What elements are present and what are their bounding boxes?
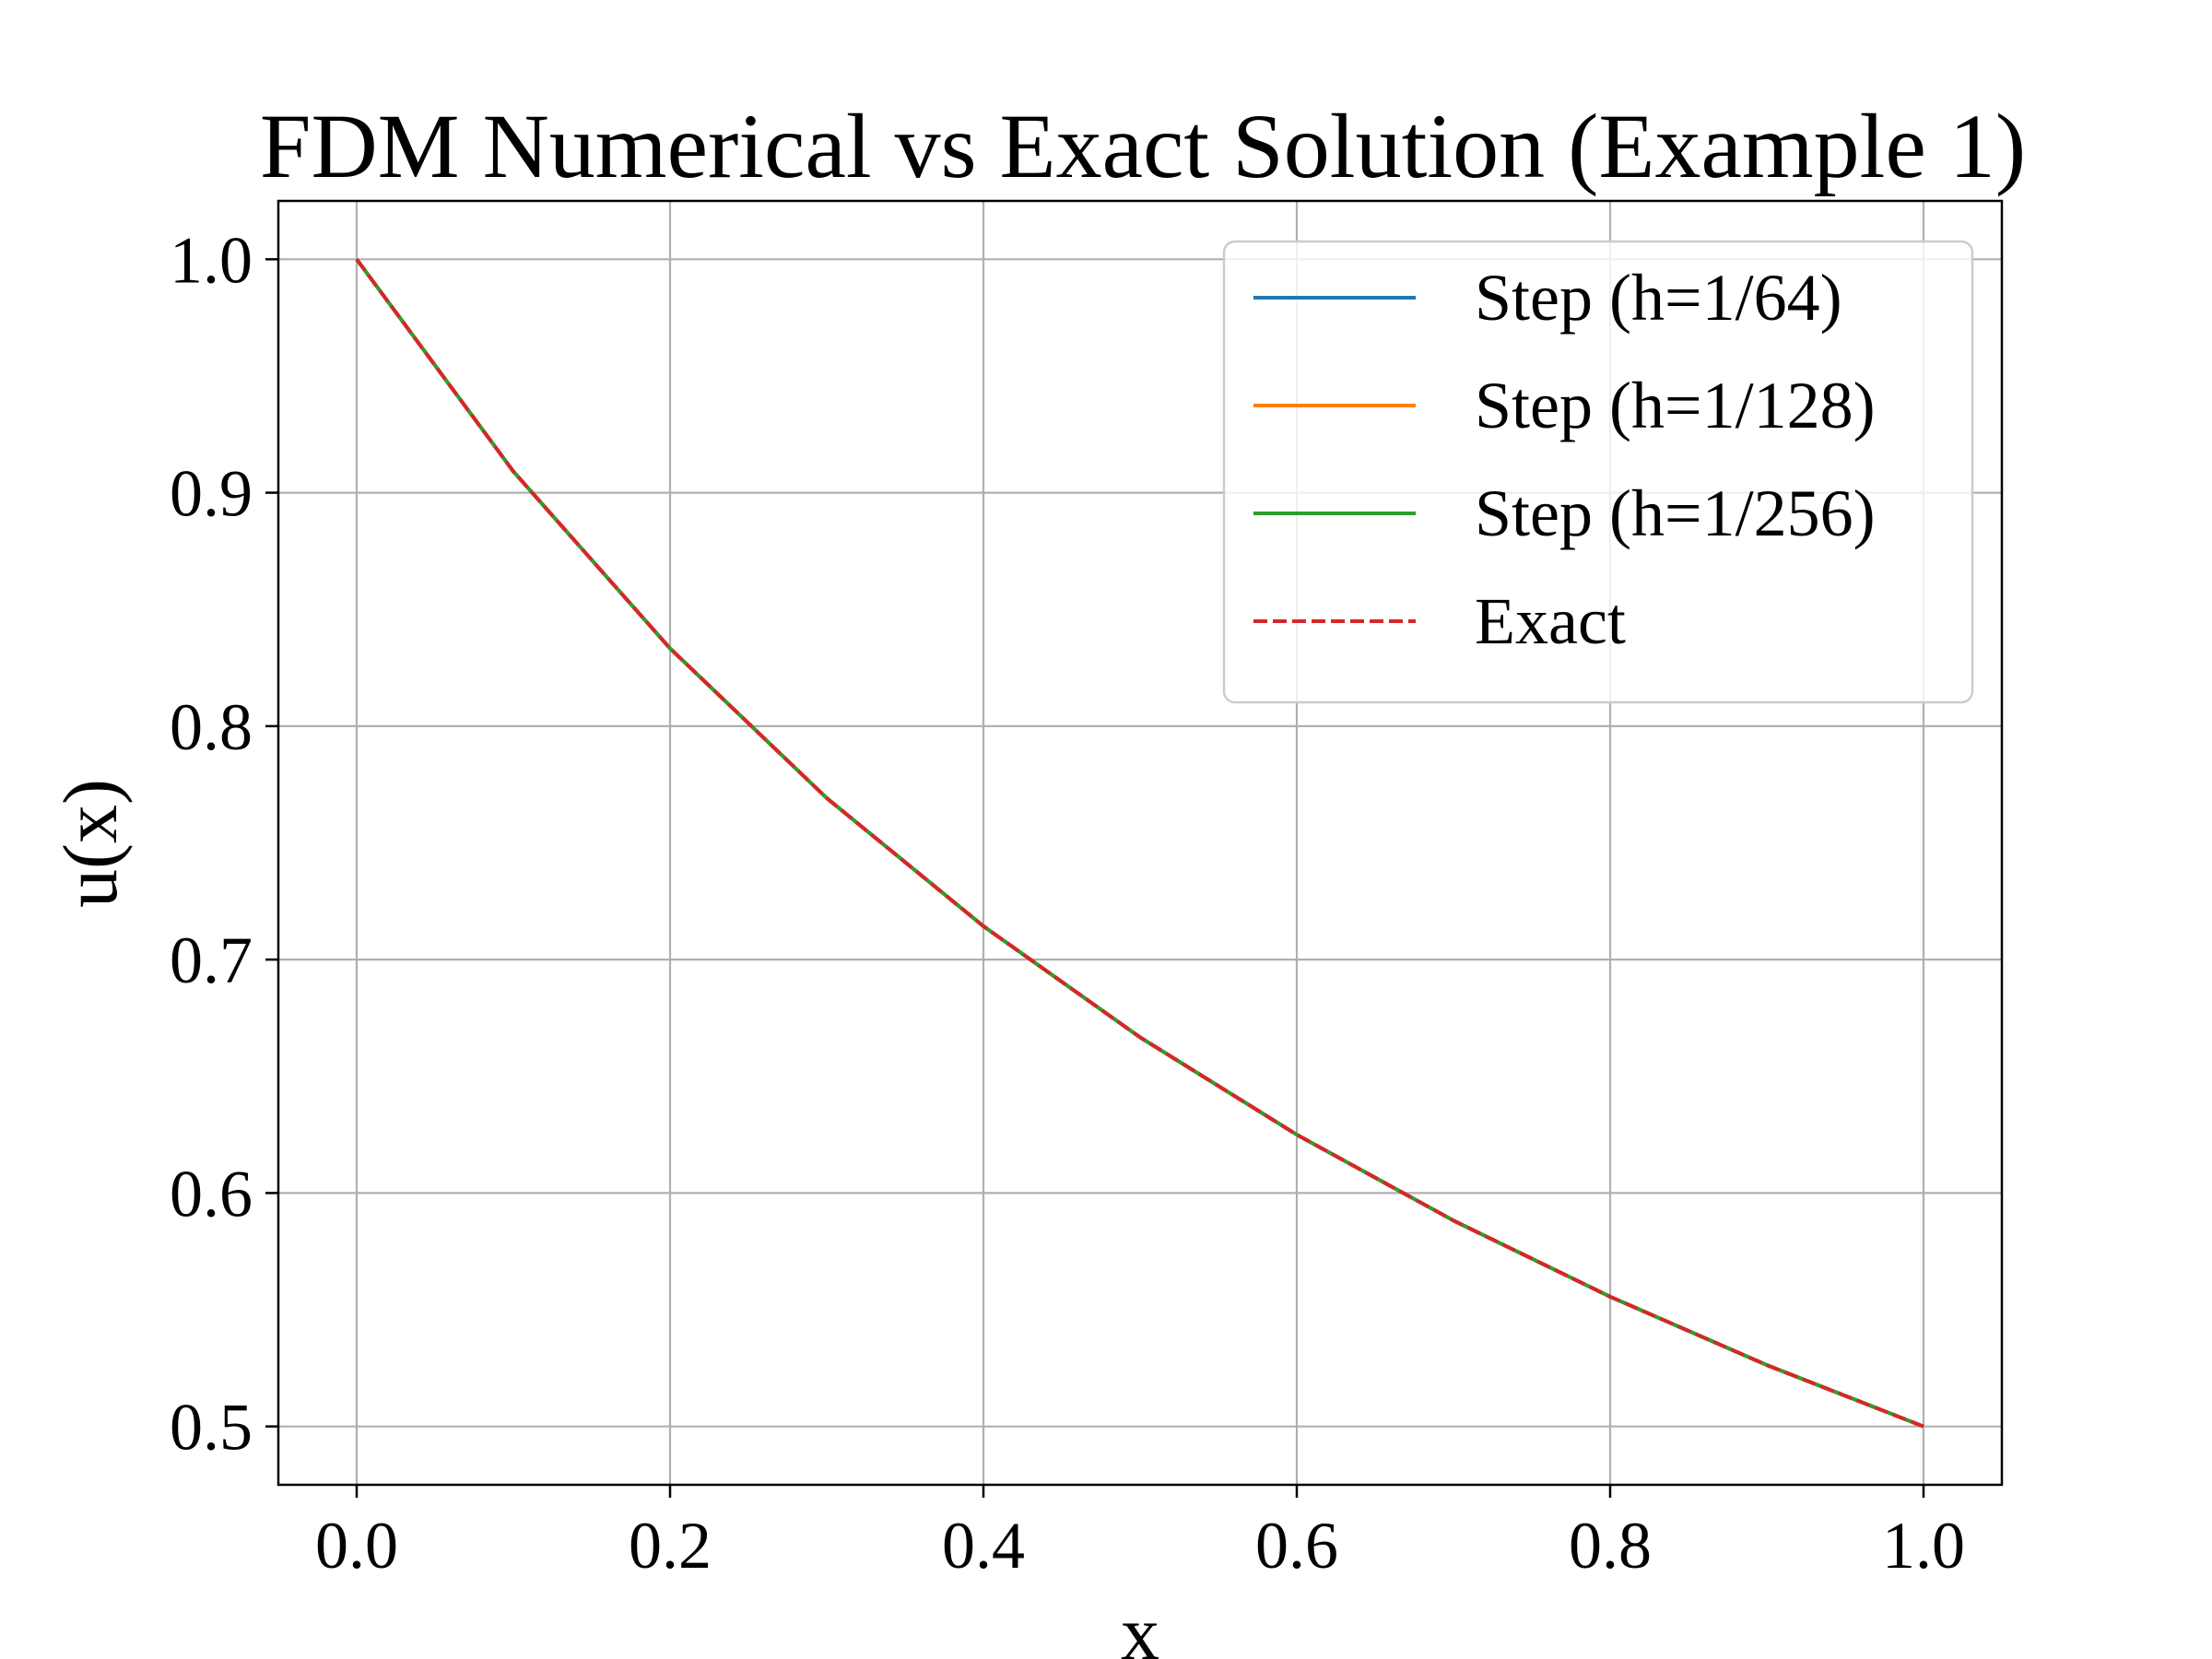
plot-frame	[276, 199, 2004, 1487]
legend-label: Step (h=1/256)	[1475, 477, 1876, 550]
y-tick-label: 0.7	[170, 924, 253, 997]
y-tick-label: 0.9	[170, 457, 253, 531]
x-tick-label: 1.0	[1882, 1509, 1965, 1583]
legend-label: Step (h=1/128)	[1475, 369, 1876, 442]
y-tick-label: 0.6	[170, 1157, 253, 1230]
x-tick-label: 0.2	[629, 1509, 712, 1583]
series-line-3	[355, 258, 1924, 1429]
y-tick-label: 0.8	[170, 690, 253, 764]
x-tick-label: 0.6	[1255, 1509, 1338, 1583]
x-tick-label: 0.8	[1569, 1509, 1652, 1583]
series-lines	[355, 258, 1924, 1429]
y-tick-label: 0.5	[170, 1391, 253, 1465]
legend-label: Exact	[1475, 584, 1626, 658]
legend-label: Step (h=1/64)	[1475, 261, 1842, 335]
axis-ticks: 0.0 0.2 0.4 0.6 0.8 1.0 0.5 0.6 0.7 0.8 0.9 1.0	[170, 223, 1965, 1583]
legend: Step (h=1/64) Step (h=1/128) Step (h=1/256…	[1222, 240, 1974, 704]
chart-title: FDM Numerical vs Exact Solution (Example…	[260, 95, 2026, 197]
legend-box	[1222, 240, 1974, 704]
y-axis-label: u(x)	[48, 779, 134, 908]
x-tick-label: 0.0	[315, 1509, 398, 1583]
x-axis-label: x	[1121, 1591, 1159, 1659]
y-tick-label: 1.0	[170, 223, 253, 297]
x-tick-label: 0.4	[942, 1509, 1025, 1583]
